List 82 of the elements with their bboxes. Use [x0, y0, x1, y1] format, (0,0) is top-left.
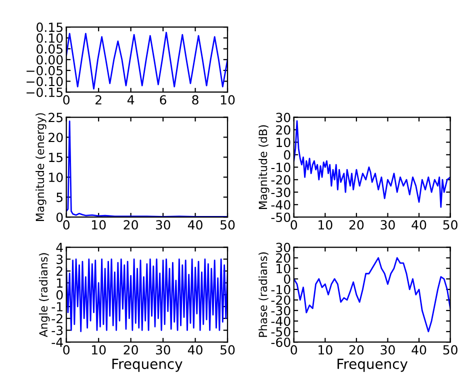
y-tick-label: 20	[276, 253, 290, 263]
x-tick-label: 50	[220, 345, 235, 355]
x-tick-label: 2	[96, 95, 102, 104]
y-tick-label: -50	[271, 327, 290, 336]
x-tick-label: 10	[318, 220, 332, 230]
line-series	[294, 120, 450, 208]
x-tick-label: 30	[380, 345, 395, 355]
x-tick-label: 20	[124, 220, 138, 230]
y-tick-label: -30	[271, 306, 290, 316]
x-tick-label: 0	[290, 345, 298, 355]
x-axis-title: Frequency	[338, 358, 408, 372]
y-tick-label: -10	[271, 162, 290, 172]
y-tick-label: -30	[271, 188, 290, 198]
y-tick-label: 2	[56, 266, 62, 276]
x-tick-label: 40	[188, 220, 202, 230]
y-tick-label: -4	[52, 338, 63, 347]
x-tick-label: 10	[92, 220, 106, 230]
line-series	[66, 120, 228, 218]
y-tick-label: 10	[49, 172, 63, 182]
x-tick-label: 50	[220, 220, 235, 230]
y-tick-label: 30	[276, 112, 290, 122]
y-tick-label: 1	[57, 278, 62, 288]
x-tick-label: 30	[156, 345, 170, 355]
y-axis-title: Phase (radians)	[258, 252, 268, 337]
y-tick-label: −0.15	[26, 88, 62, 98]
x-tick-label: 50	[443, 220, 458, 230]
line-series	[66, 32, 228, 90]
x-tick-label: 20	[349, 220, 364, 230]
x-tick-label: 0	[63, 95, 70, 105]
y-tick-label: 0	[56, 290, 63, 300]
y-tick-label: 30	[276, 242, 290, 252]
y-tick-label: -40	[271, 200, 290, 210]
y-tick-label: -2	[52, 314, 62, 324]
y-tick-label: 15	[49, 152, 62, 162]
x-axis-title: Frequency	[112, 358, 182, 372]
y-tick-label: 5	[56, 192, 62, 202]
line-series	[294, 257, 450, 332]
y-tick-label: 0.00	[36, 55, 63, 65]
x-tick-label: 20	[349, 345, 364, 355]
y-tick-label: 20	[276, 125, 290, 135]
x-tick-label: 8	[192, 95, 198, 105]
x-tick-label: 0	[63, 345, 70, 355]
y-tick-label: −0.10	[26, 76, 63, 86]
y-tick-label: -50	[271, 212, 290, 222]
y-tick-label: -40	[271, 316, 290, 326]
y-tick-label: -20	[271, 175, 290, 185]
line-series	[66, 258, 228, 332]
y-tick-label: 10	[276, 138, 290, 148]
y-tick-label: -1	[52, 302, 62, 312]
y-tick-label: −0.05	[26, 66, 62, 76]
x-tick-label: 20	[124, 345, 138, 355]
y-tick-label: 4	[56, 242, 63, 252]
y-tick-label: -10	[271, 284, 290, 294]
y-axis-title: Magnitude (energy)	[36, 113, 46, 221]
y-tick-label: 0.10	[36, 33, 63, 43]
y-tick-label: -3	[52, 326, 63, 336]
y-tick-label: 25	[48, 112, 62, 122]
x-tick-label: 10	[220, 95, 235, 105]
x-tick-label: 0	[290, 220, 298, 230]
x-tick-label: 4	[127, 95, 134, 104]
x-tick-label: 0	[63, 220, 70, 230]
x-tick-label: 6	[160, 95, 166, 105]
y-axis-title: Angle (radians)	[38, 253, 50, 338]
y-tick-label: 0.15	[36, 22, 62, 32]
y-tick-label: 0	[284, 274, 290, 284]
y-axis-title: Magnitude (dB)	[258, 125, 270, 209]
x-tick-label: 40	[188, 345, 202, 355]
x-tick-label: 30	[156, 220, 170, 230]
x-tick-label: 30	[380, 220, 395, 230]
y-tick-label: 3	[56, 254, 63, 264]
x-tick-label: 40	[412, 220, 426, 230]
y-tick-label: -20	[271, 295, 290, 305]
x-tick-label: 10	[318, 345, 332, 355]
y-tick-label: 0	[56, 212, 63, 222]
y-tick-label: -60	[271, 338, 290, 348]
x-tick-label: 10	[92, 345, 106, 355]
y-tick-label: 0	[284, 150, 290, 160]
y-tick-label: 20	[48, 132, 63, 142]
x-tick-label: 40	[412, 345, 426, 355]
y-tick-label: 0.05	[36, 44, 62, 54]
x-tick-label: 50	[443, 345, 458, 355]
y-tick-label: 10	[276, 264, 290, 274]
